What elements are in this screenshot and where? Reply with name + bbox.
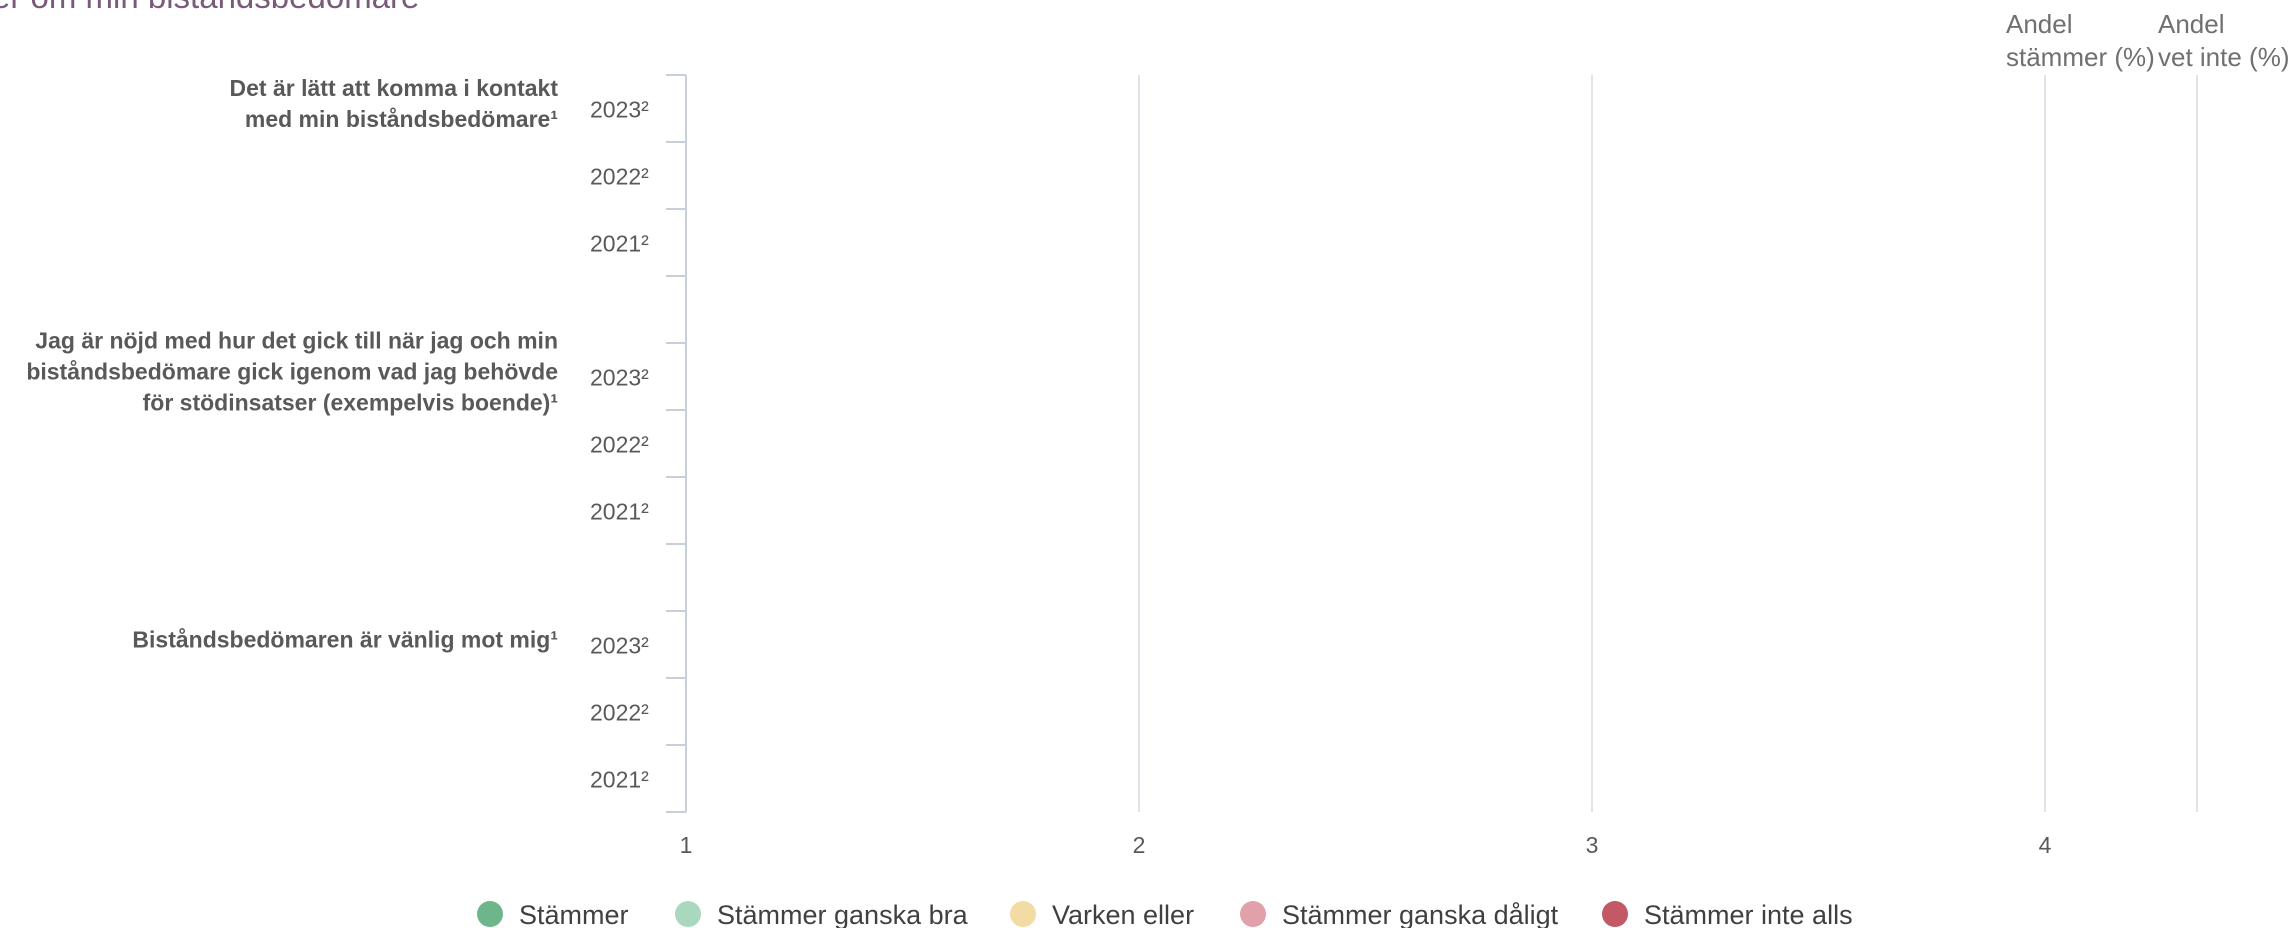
- gridlines: [1138, 75, 2198, 812]
- legend-marker: [1240, 901, 1266, 927]
- year-label: 2023²: [590, 365, 649, 391]
- question-label: Det är lätt att komma i kontakt med min b…: [230, 75, 559, 132]
- x-tick-label: 1: [680, 832, 693, 858]
- legend-label: Stämmer ganska dåligt: [1282, 900, 1559, 928]
- legend-label: Stämmer: [519, 900, 629, 928]
- year-label: 2021²: [590, 499, 649, 525]
- x-tick-label: 2: [1133, 832, 1146, 858]
- year-label: 2022²: [590, 432, 649, 458]
- column-header-andel-vet-inte: Andel vet inte (%): [2158, 9, 2290, 72]
- year-label: 2023²: [590, 633, 649, 659]
- legend-label: Stämmer ganska bra: [717, 900, 969, 928]
- chart-title: er om min biståndsbedömare: [0, 0, 419, 15]
- legend-marker: [477, 901, 503, 927]
- legend-marker: [1602, 901, 1628, 927]
- column-header-andel-stammer: Andel stämmer (%): [2006, 9, 2155, 72]
- x-tick-label: 4: [2039, 832, 2052, 858]
- question-label: Jag är nöjd med hur det gick till när ja…: [26, 328, 558, 416]
- year-label: 2022²: [590, 164, 649, 190]
- year-label: 2021²: [590, 767, 649, 793]
- year-labels: 2023² 2022² 2021² 2023² 2022² 2021² 2023² 2022²…: [590, 97, 649, 793]
- legend-label: Stämmer inte alls: [1644, 900, 1853, 928]
- x-tick-label: 3: [1586, 832, 1599, 858]
- legend: Stämmer Stämmer ganska bra Varken eller Stä…: [477, 900, 1853, 928]
- question-label: Biståndsbedömaren är vänlig mot mig¹: [132, 627, 558, 653]
- year-label: 2022²: [590, 700, 649, 726]
- year-label: 2021²: [590, 231, 649, 257]
- year-label: 2023²: [590, 97, 649, 123]
- legend-marker: [1010, 901, 1036, 927]
- x-axis-tick-labels: 1 2 3 4: [680, 832, 2052, 858]
- question-labels: Det är lätt att komma i kontakt med min b…: [26, 75, 558, 653]
- legend-marker: [675, 901, 701, 927]
- legend-label: Varken eller: [1052, 900, 1194, 928]
- y-axis: [666, 74, 687, 813]
